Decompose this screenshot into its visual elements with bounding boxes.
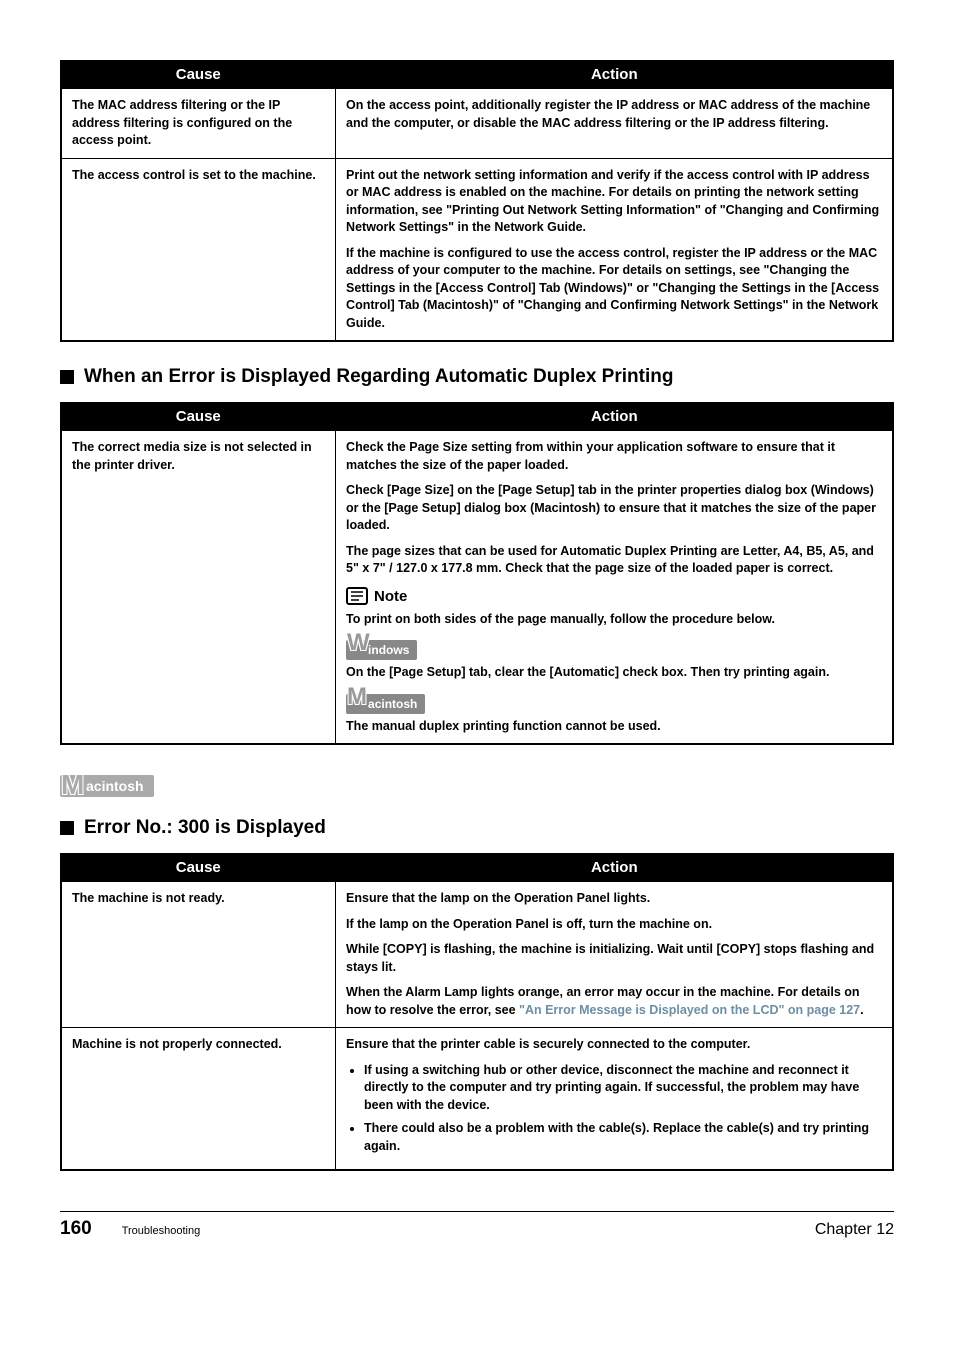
macintosh-letter: M (347, 689, 367, 705)
page-footer: 160 Troubleshooting Chapter 12 (60, 1211, 894, 1240)
table-row: The correct media size is not selected i… (61, 430, 893, 744)
windows-label: indows (368, 643, 409, 657)
chapter-label: Chapter 12 (815, 1221, 894, 1239)
action-header: Action (336, 61, 893, 88)
action-header: Action (336, 854, 893, 881)
cause-cell: The correct media size is not selected i… (61, 430, 336, 744)
note-label: Note (374, 586, 407, 607)
troubleshoot-table-2: Cause Action The correct media size is n… (60, 402, 894, 745)
cause-cell: Machine is not properly connected. (61, 1028, 336, 1171)
table-row: The machine is not ready. Ensure that th… (61, 881, 893, 1028)
macintosh-label: acintosh (368, 697, 417, 711)
macintosh-label: acintosh (86, 778, 144, 794)
troubleshoot-table-3: Cause Action The machine is not ready. E… (60, 853, 894, 1171)
action-cell: Print out the network setting informatio… (336, 158, 893, 341)
macintosh-badge: M acintosh (346, 694, 425, 714)
note-text: To print on both sides of the page manua… (346, 611, 882, 629)
footer-left: 160 Troubleshooting (60, 1218, 200, 1240)
action-paragraph: Check the Page Size setting from within … (346, 439, 882, 474)
cause-cell: The MAC address filtering or the IP addr… (61, 88, 336, 158)
action-paragraph: Ensure that the lamp on the Operation Pa… (346, 890, 882, 908)
windows-text: On the [Page Setup] tab, clear the [Auto… (346, 664, 882, 682)
cause-header: Cause (61, 61, 336, 88)
action-cell: Ensure that the printer cable is securel… (336, 1028, 893, 1171)
action-paragraph: The page sizes that can be used for Auto… (346, 543, 882, 578)
note-icon (346, 587, 368, 605)
macintosh-section-badge: M acintosh (60, 775, 154, 797)
cause-header: Cause (61, 403, 336, 430)
note-heading: Note (346, 586, 882, 607)
action-paragraph: While [COPY] is flashing, the machine is… (346, 941, 882, 976)
link-post: . (860, 1003, 863, 1017)
macintosh-letter: M (61, 769, 84, 801)
bullet-list: If using a switching hub or other device… (346, 1062, 882, 1156)
cause-cell: The machine is not ready. (61, 881, 336, 1028)
table-row: The MAC address filtering or the IP addr… (61, 88, 893, 158)
action-paragraph: Check [Page Size] on the [Page Setup] ta… (346, 482, 882, 535)
troubleshoot-table-1: Cause Action The MAC address filtering o… (60, 60, 894, 342)
action-paragraph: On the access point, additionally regist… (346, 97, 882, 132)
windows-badge: W indows (346, 640, 417, 660)
page-number: 160 (60, 1218, 92, 1240)
cause-cell: The access control is set to the machine… (61, 158, 336, 341)
windows-letter: W (347, 635, 370, 651)
section-heading-error300: Error No.: 300 is Displayed (60, 817, 894, 839)
table-row: The access control is set to the machine… (61, 158, 893, 341)
section-heading-duplex: When an Error is Displayed Regarding Aut… (60, 366, 894, 388)
action-cell: Ensure that the lamp on the Operation Pa… (336, 881, 893, 1028)
action-cell: Check the Page Size setting from within … (336, 430, 893, 744)
action-paragraph: If the lamp on the Operation Panel is of… (346, 916, 882, 934)
list-item: If using a switching hub or other device… (364, 1062, 882, 1115)
macintosh-text: The manual duplex printing function cann… (346, 718, 882, 736)
cause-header: Cause (61, 854, 336, 881)
table-row: Machine is not properly connected. Ensur… (61, 1028, 893, 1171)
list-item: There could also be a problem with the c… (364, 1120, 882, 1155)
action-paragraph: Print out the network setting informatio… (346, 167, 882, 237)
heading-text: Error No.: 300 is Displayed (84, 817, 326, 839)
action-paragraph-with-link: When the Alarm Lamp lights orange, an er… (346, 984, 882, 1019)
cross-reference-link[interactable]: "An Error Message is Displayed on the LC… (519, 1003, 860, 1017)
action-paragraph: If the machine is configured to use the … (346, 245, 882, 333)
action-cell: On the access point, additionally regist… (336, 88, 893, 158)
action-lead: Ensure that the printer cable is securel… (346, 1036, 882, 1054)
heading-text: When an Error is Displayed Regarding Aut… (84, 366, 673, 388)
footer-section-name: Troubleshooting (122, 1225, 200, 1237)
action-header: Action (336, 403, 893, 430)
